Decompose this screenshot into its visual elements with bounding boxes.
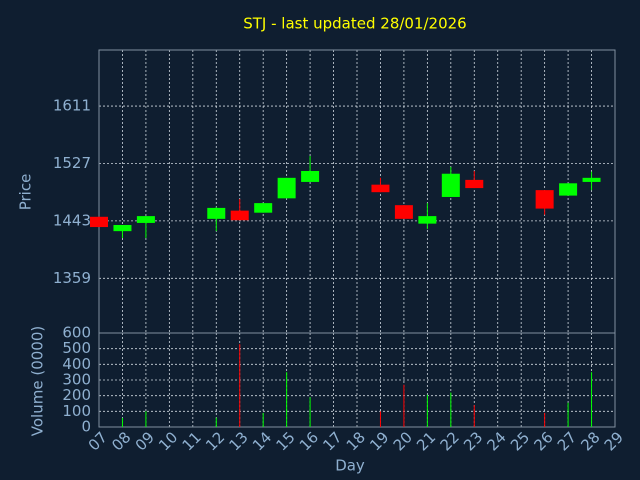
candle-body bbox=[535, 190, 554, 209]
candle-body bbox=[394, 205, 413, 219]
candle-body bbox=[465, 179, 484, 189]
volume-tick-label: 400 bbox=[62, 355, 91, 373]
y-tick-label: 1611 bbox=[53, 97, 91, 115]
candle-body bbox=[559, 183, 578, 196]
y-tick-label: 1443 bbox=[53, 211, 91, 229]
candle-body bbox=[418, 216, 437, 224]
volume-frame bbox=[98, 332, 616, 428]
volume-tick-label: 200 bbox=[62, 386, 91, 404]
candle-body bbox=[113, 224, 132, 232]
candle-body bbox=[90, 216, 108, 228]
x-axis-label: Day bbox=[335, 457, 365, 475]
volume-tick-label: 500 bbox=[62, 339, 91, 357]
candle-body bbox=[207, 207, 226, 219]
candle-body bbox=[254, 203, 273, 213]
chart-title: STJ - last updated 28/01/2026 bbox=[243, 15, 466, 33]
volume-tick-label: 300 bbox=[62, 371, 91, 389]
candle-body bbox=[230, 210, 249, 221]
candle-body bbox=[277, 177, 296, 199]
candle-body bbox=[136, 216, 155, 223]
y-tick-label: 1527 bbox=[53, 154, 91, 172]
volume-tick-label: 100 bbox=[62, 402, 91, 420]
volume-tick-label: 600 bbox=[62, 324, 91, 342]
candle-body bbox=[441, 173, 460, 197]
candle-body bbox=[582, 177, 601, 182]
y-tick-label: 1359 bbox=[53, 269, 91, 287]
candle-body bbox=[371, 184, 390, 193]
candle-body bbox=[301, 170, 320, 182]
volume-tick-label: 0 bbox=[81, 418, 91, 436]
volume-axis-label: Volume (0000) bbox=[29, 326, 47, 436]
y-axis-label: Price bbox=[17, 174, 35, 211]
